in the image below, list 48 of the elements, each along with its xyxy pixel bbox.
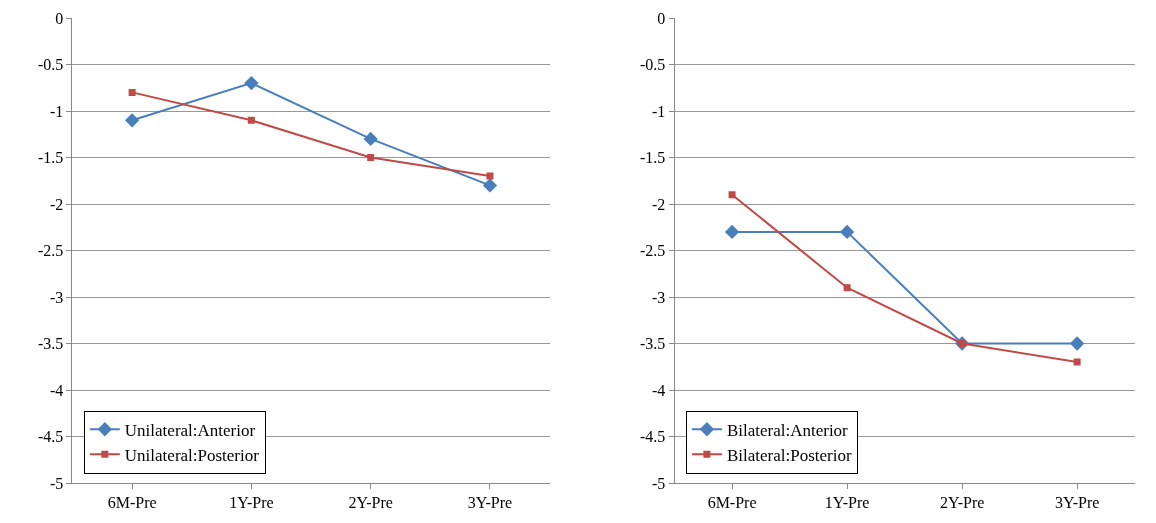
legend-label: Bilateral:Anterior [726, 420, 849, 440]
x-tick-label: 2Y-Pre [939, 494, 985, 512]
y-tick-label: -2 [652, 195, 666, 213]
legend-label: Bilateral:Posterior [726, 445, 852, 465]
point [128, 88, 136, 96]
y-tick-label: -0.5 [640, 56, 666, 74]
y-tick-label: -5 [49, 474, 64, 492]
y-tick-label: -4.5 [37, 428, 64, 446]
point [244, 75, 259, 91]
x-tick-label: 2Y-Pre [348, 494, 393, 512]
point [124, 113, 140, 128]
point [486, 172, 494, 180]
y-tick-label: -3.5 [37, 335, 64, 353]
point [728, 191, 736, 199]
y-tick-label: 0 [55, 9, 64, 27]
point [247, 116, 255, 124]
legend-label: Unilateral:Anterior [124, 420, 256, 440]
x-tick-label: 1Y-Pre [824, 494, 870, 512]
y-tick-label: -0.5 [37, 56, 64, 74]
y-tick-label: -3 [652, 288, 666, 306]
point [1073, 358, 1081, 366]
y-tick-label: -5 [652, 474, 666, 492]
point [1069, 336, 1085, 351]
point [839, 224, 855, 240]
legend-label: Unilateral:Posterior [124, 445, 260, 465]
y-tick-label: -1 [652, 102, 666, 120]
y-tick-label: -2 [49, 195, 64, 213]
y-tick-label: -4.5 [640, 428, 666, 446]
y-tick-label: -1 [49, 102, 64, 120]
x-tick-label: 3Y-Pre [1054, 494, 1100, 512]
point [482, 178, 498, 193]
point [363, 131, 378, 147]
point [843, 284, 851, 292]
y-tick-label: 0 [657, 9, 666, 27]
y-tick-label: -1.5 [640, 149, 666, 167]
point [367, 154, 375, 161]
y-tick-label: -4 [652, 381, 666, 399]
x-tick-label: 6M-Pre [107, 494, 157, 512]
x-tick-label: 1Y-Pre [229, 494, 274, 512]
point [724, 224, 740, 240]
y-tick-label: -4 [49, 381, 64, 399]
y-tick-label: -3.5 [640, 335, 666, 353]
x-tick-label: 3Y-Pre [467, 494, 513, 512]
y-tick-label: -1.5 [37, 149, 64, 167]
y-tick-label: -2.5 [640, 242, 666, 260]
x-tick-label: 6M-Pre [707, 494, 757, 512]
y-tick-label: -2.5 [37, 242, 64, 260]
y-tick-label: -3 [49, 288, 64, 306]
